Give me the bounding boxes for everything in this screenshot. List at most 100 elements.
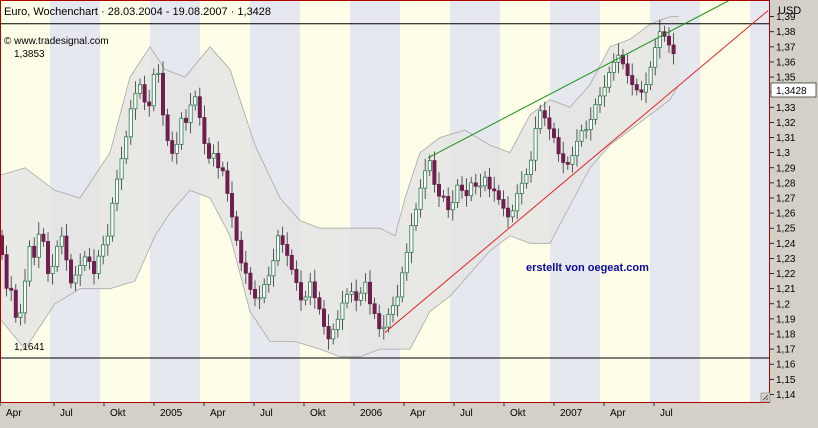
- candle-body: [96, 255, 101, 274]
- candle: [289, 249, 294, 275]
- candle-body: [409, 225, 414, 253]
- candle: [55, 240, 60, 272]
- candle: [482, 171, 487, 192]
- candle-body: [432, 160, 437, 185]
- candle-body: [492, 188, 497, 192]
- x-tick-label: Apr: [210, 408, 226, 419]
- candle: [147, 89, 152, 117]
- y-tick-label: 1,33: [776, 103, 796, 114]
- x-tick-label: Apr: [610, 408, 626, 419]
- candle-body: [482, 176, 487, 187]
- candle: [170, 131, 175, 162]
- candle-body: [372, 303, 377, 314]
- candle: [312, 269, 317, 309]
- candle-body: [671, 44, 676, 55]
- candle-body: [593, 104, 598, 120]
- candle: [657, 19, 662, 59]
- candle: [317, 291, 322, 315]
- candle: [492, 176, 497, 202]
- candle: [4, 245, 9, 297]
- candle-body: [335, 318, 340, 330]
- candle-body: [183, 117, 188, 123]
- candle-body: [234, 216, 239, 241]
- candle: [446, 187, 451, 218]
- candle-body: [87, 256, 92, 262]
- candle-body: [216, 152, 221, 169]
- candle-body: [13, 289, 18, 318]
- candle: [377, 304, 382, 337]
- candle-body: [308, 281, 313, 298]
- candle-body: [197, 96, 202, 118]
- candle: [183, 109, 188, 131]
- candle-body: [501, 199, 506, 209]
- candle: [607, 66, 612, 93]
- resize-grip-icon[interactable]: [760, 392, 771, 403]
- candle-body: [266, 275, 271, 285]
- candle-body: [280, 235, 285, 245]
- candle: [630, 63, 635, 96]
- candle: [634, 78, 639, 96]
- candle: [455, 179, 460, 208]
- candle-body: [262, 284, 267, 299]
- candle: [579, 124, 584, 147]
- candle: [105, 224, 110, 256]
- y-tick-label: 1,19: [776, 314, 796, 325]
- candle-body: [630, 75, 635, 86]
- candle: [575, 129, 580, 167]
- candle-body: [137, 84, 142, 94]
- candle: [229, 181, 234, 228]
- candle-body: [344, 293, 349, 304]
- candle-body: [188, 104, 193, 123]
- candle: [303, 290, 308, 306]
- candle-body: [18, 312, 23, 318]
- candle-body: [298, 282, 303, 301]
- candle: [41, 228, 46, 247]
- y-tick-label: 1,37: [776, 42, 796, 53]
- candle: [487, 168, 492, 198]
- candle: [538, 104, 543, 134]
- candle: [46, 232, 51, 282]
- candle-body: [289, 255, 294, 270]
- candle-body: [128, 108, 133, 138]
- x-tick-label: Apr: [6, 408, 22, 419]
- candle-body: [602, 86, 607, 97]
- candle-body: [202, 117, 207, 144]
- candle-body: [331, 329, 336, 340]
- candle: [561, 141, 566, 174]
- candle-body: [634, 84, 639, 91]
- candle: [137, 78, 142, 99]
- y-tick-label: 1,22: [776, 269, 796, 280]
- candle-body: [326, 326, 331, 340]
- candle-body: [524, 174, 529, 184]
- candle: [128, 99, 133, 145]
- y-tick-label: 1,38: [776, 27, 796, 38]
- candle-body: [78, 265, 83, 276]
- candle: [285, 232, 290, 267]
- candle-body: [625, 63, 630, 76]
- candle: [515, 184, 520, 219]
- candle: [565, 156, 570, 170]
- y-tick-label: 1,15: [776, 375, 796, 386]
- candle-body: [349, 291, 354, 295]
- candle-body: [101, 244, 106, 257]
- y-tick-label: 1,31: [776, 133, 796, 144]
- x-tick-label: Jul: [660, 408, 673, 419]
- candle: [193, 90, 198, 111]
- candle: [160, 61, 165, 126]
- candle: [418, 179, 423, 218]
- candle: [390, 296, 395, 323]
- candle-body: [211, 152, 216, 159]
- x-tick-label: Jul: [460, 408, 473, 419]
- candle-body: [64, 235, 69, 261]
- candle: [202, 105, 207, 155]
- candle-body: [174, 143, 179, 154]
- candle-body: [105, 235, 110, 246]
- candle-body: [570, 155, 575, 165]
- candle-body: [354, 291, 359, 301]
- candle: [529, 151, 534, 183]
- envelope-band: [0, 16, 680, 358]
- candle: [386, 308, 391, 333]
- candle-body: [464, 190, 469, 197]
- candle: [73, 265, 78, 292]
- candle: [427, 154, 432, 177]
